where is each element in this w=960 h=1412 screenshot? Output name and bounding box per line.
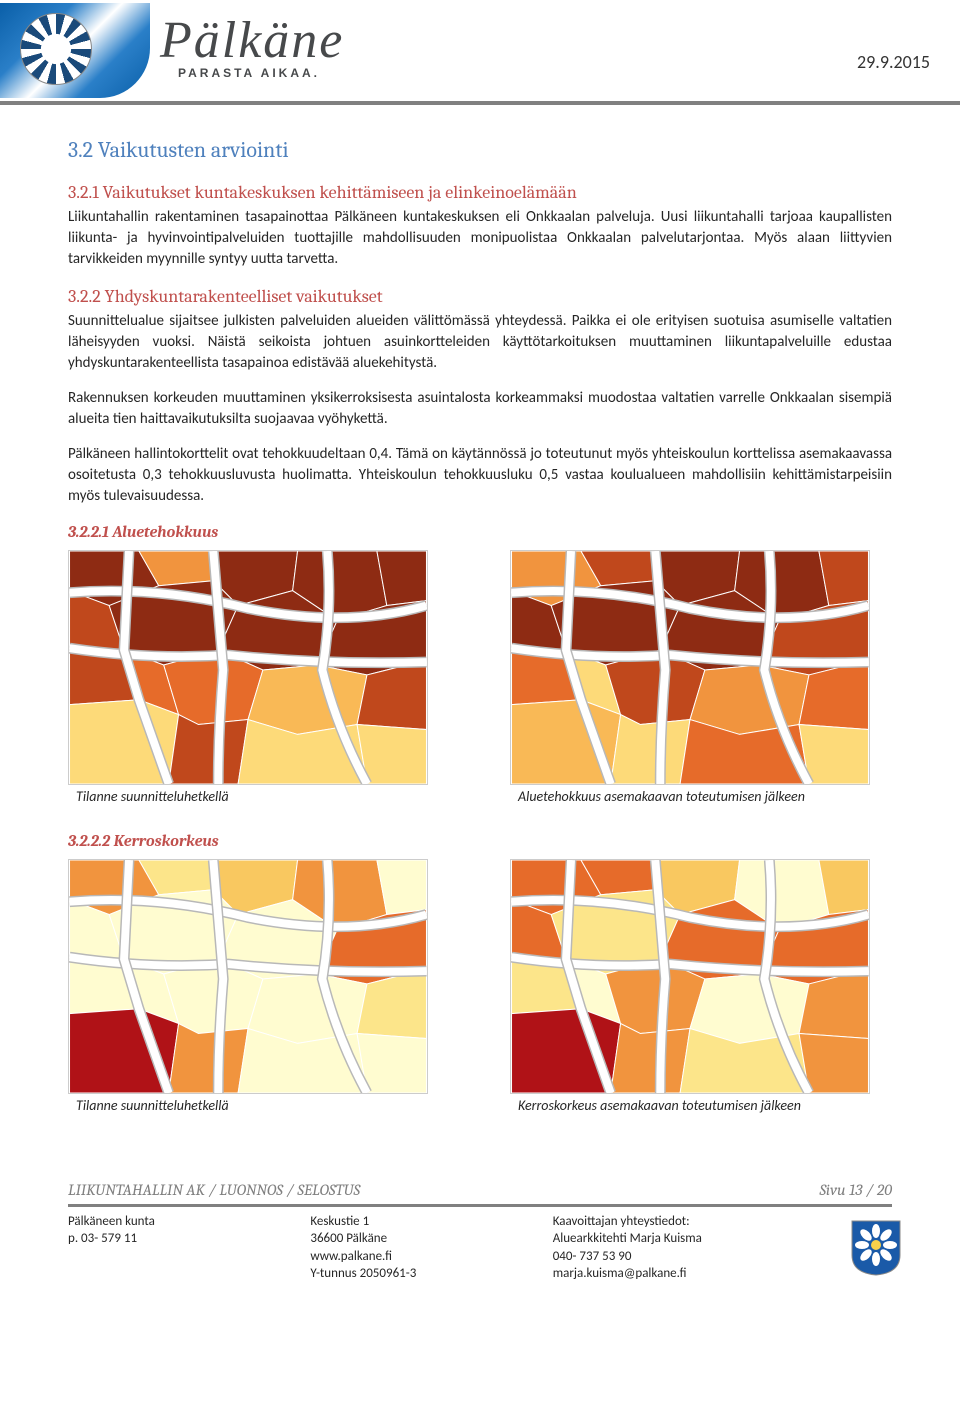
- map-kerroskorkeus-before: [68, 859, 428, 1094]
- page-footer: LIIKUNTAHALLIN AK / LUONNOS / SELOSTUS S…: [68, 1179, 892, 1283]
- heading-3-2: 3.2 Vaikutusten arviointi: [68, 135, 892, 166]
- footer-col-2: Keskustie 1 36600 Pälkäne www.palkane.fi…: [310, 1213, 552, 1283]
- footer-col-1: Pälkäneen kunta p. 03- 579 11: [68, 1213, 310, 1283]
- footer-title-row: LIIKUNTAHALLIN AK / LUONNOS / SELOSTUS S…: [68, 1179, 892, 1206]
- footer-addr1: Keskustie 1: [310, 1213, 552, 1231]
- map-aluetehokkuus-before: [68, 550, 428, 785]
- brand-tagline: PARASTA AIKAA.: [178, 65, 344, 82]
- brand-block: Pälkäne PARASTA AIKAA.: [160, 18, 344, 82]
- para-3-2-2-c: Pälkäneen hallintokorttelit ovat tehokku…: [68, 444, 892, 507]
- footer-title: LIIKUNTAHALLIN AK / LUONNOS / SELOSTUS: [68, 1179, 360, 1201]
- footer-web: www.palkane.fi: [310, 1248, 552, 1266]
- footer-contact-title: Kaavoittajan yhteystiedot:: [553, 1213, 892, 1231]
- document-date: 29.9.2015: [857, 50, 930, 75]
- brand-name: Pälkäne: [160, 18, 344, 65]
- footer-org: Pälkäneen kunta: [68, 1213, 310, 1231]
- maps-aluetehokkuus: Tilanne suunnitteluhetkellä Aluetehokkuu…: [68, 550, 892, 817]
- caption-kerros-after: Kerroskorkeus asemakaavan toteutumisen j…: [518, 1096, 892, 1116]
- heading-3-2-2-2: 3.2.2.2 Kerroskorkeus: [68, 830, 892, 852]
- brand-logo: Pälkäne PARASTA AIKAA.: [0, 0, 440, 100]
- footer-phone: p. 03- 579 11: [68, 1230, 310, 1248]
- caption-alue-after: Aluetehokkuus asemakaavan toteutumisen j…: [518, 787, 892, 807]
- para-3-2-2-b: Rakennuksen korkeuden muuttaminen yksike…: [68, 388, 892, 430]
- footer-col-3: Kaavoittajan yhteystiedot: Aluearkkiteht…: [553, 1213, 892, 1283]
- map-aluetehokkuus-after: [510, 550, 870, 785]
- caption-alue-before: Tilanne suunnitteluhetkellä: [76, 787, 450, 807]
- maps-kerroskorkeus: Tilanne suunnitteluhetkellä Kerroskorkeu…: [68, 859, 892, 1126]
- heading-3-2-2-1: 3.2.2.1 Aluetehokkuus: [68, 521, 892, 543]
- page-header: Pälkäne PARASTA AIKAA. 29.9.2015: [0, 0, 960, 105]
- footer-contact-name: Aluearkkitehti Marja Kuisma: [553, 1230, 892, 1248]
- caption-kerros-before: Tilanne suunnitteluhetkellä: [76, 1096, 450, 1116]
- footer-contact-email: marja.kuisma@palkane.fi: [553, 1265, 892, 1283]
- footer-addr2: 36600 Pälkäne: [310, 1230, 552, 1248]
- clock-art-icon: [0, 3, 150, 98]
- municipal-crest-icon: [850, 1219, 902, 1277]
- footer-regid: Y-tunnus 2050961-3: [310, 1265, 552, 1283]
- footer-columns: Pälkäneen kunta p. 03- 579 11 Keskustie …: [68, 1213, 892, 1283]
- footer-contact-phone: 040- 737 53 90: [553, 1248, 892, 1266]
- para-3-2-2-a: Suunnittelualue sijaitsee julkisten palv…: [68, 311, 892, 374]
- heading-3-2-2: 3.2.2 Yhdyskuntarakenteelliset vaikutuks…: [68, 284, 892, 309]
- map-kerroskorkeus-after: [510, 859, 870, 1094]
- para-3-2-1: Liikuntahallin rakentaminen tasapainotta…: [68, 207, 892, 270]
- footer-page: Sivu 13 / 20: [819, 1179, 892, 1201]
- page-content: 3.2 Vaikutusten arviointi 3.2.1 Vaikutuk…: [0, 105, 960, 1149]
- heading-3-2-1: 3.2.1 Vaikutukset kuntakeskuksen kehittä…: [68, 180, 892, 205]
